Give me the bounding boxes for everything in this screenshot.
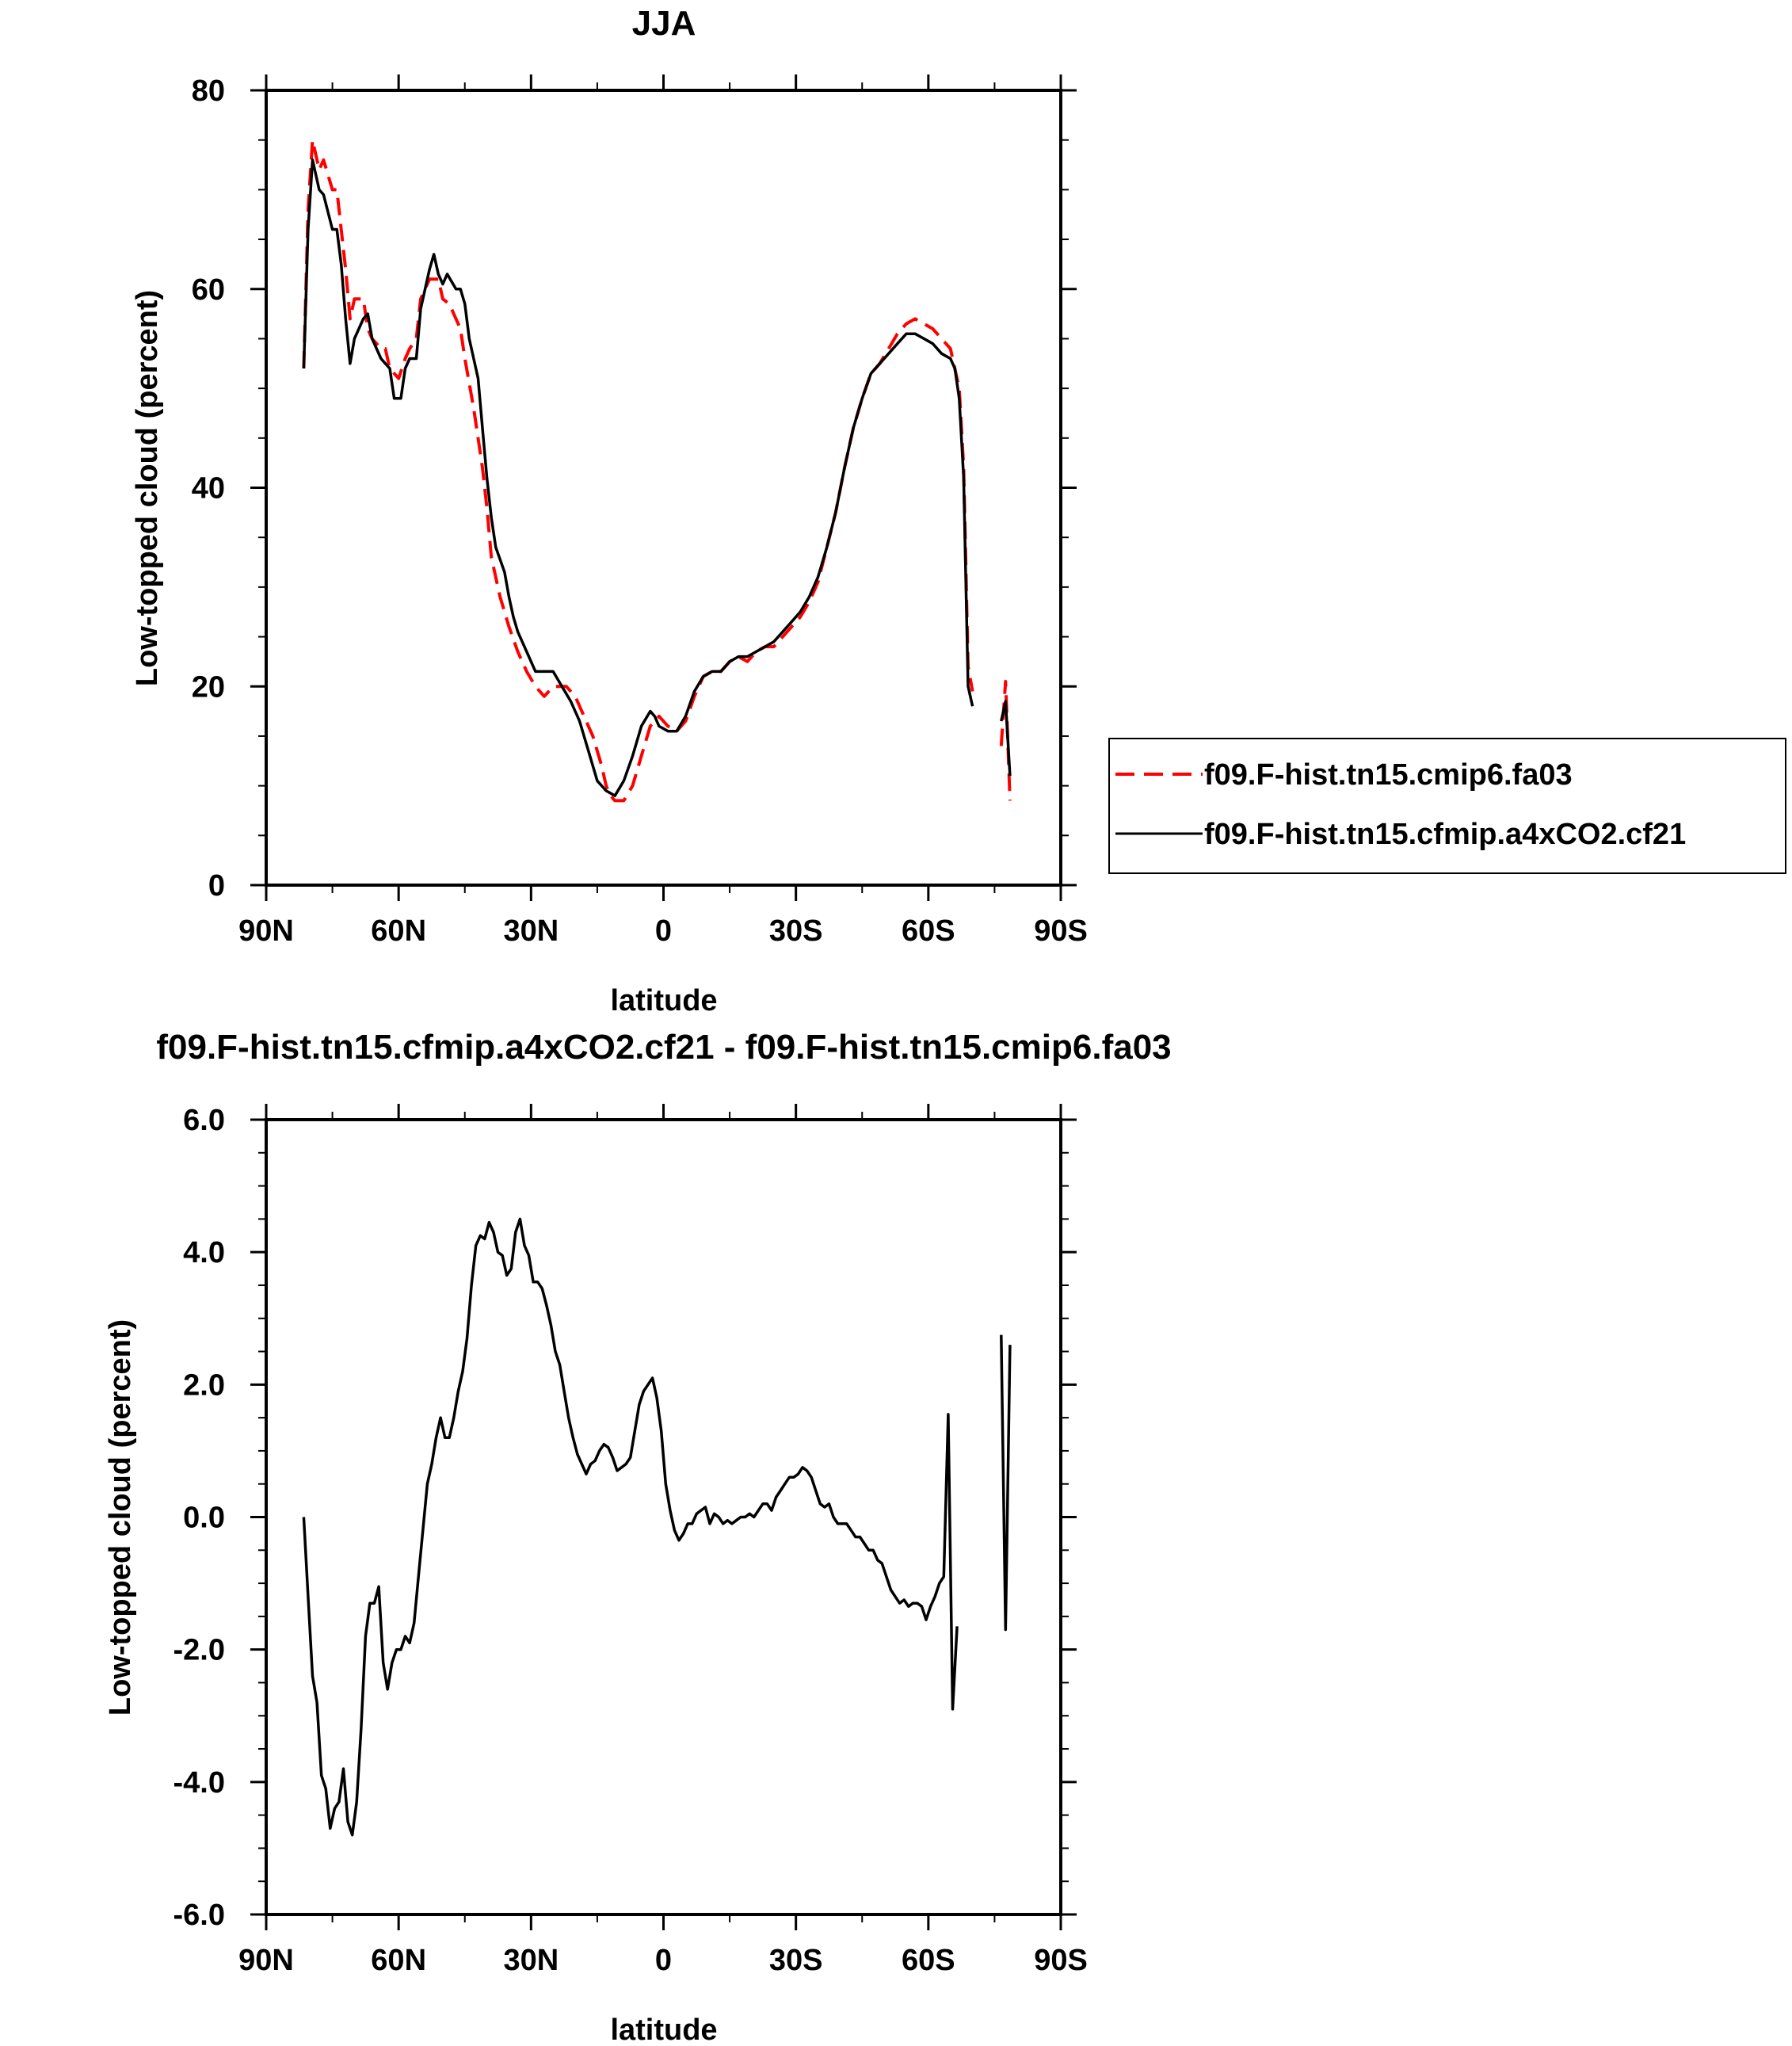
top-series-1-line-segment-1 [1000, 700, 1012, 777]
bottom-y-tick-label: -4.0 [173, 1766, 225, 1800]
top-series-1-line-segment-0 [302, 158, 974, 797]
top-y-tick-label: 60 [192, 273, 225, 307]
legend-label-series-1: f09.F-hist.tn15.cfmip.a4xCO2.cf21 [1204, 818, 1686, 851]
bottom-x-tick-label: 90N [238, 1944, 294, 1977]
top-series-0-line-segment-0 [302, 138, 974, 803]
bottom-series-0-line-segment-0 [302, 1217, 959, 1837]
bottom-x-axis-label: latitude [610, 2014, 717, 2046]
top-panel-lat-profile: JJA 90N 60N 30N 0 30S 60S 90S 0 20 40 60 80 latitud… [131, 4, 1088, 1017]
bottom-y-tick-label: -6.0 [173, 1899, 225, 1932]
top-x-tick-label: 60N [371, 914, 426, 948]
top-y-tick-label: 0 [208, 869, 225, 903]
top-y-tick-label: 20 [192, 670, 225, 704]
bottom-panel-difference: f09.F-hist.tn15.cfmip.a4xCO2.cf21 - f09.… [104, 1028, 1172, 2046]
top-plot-frame [265, 89, 1062, 887]
top-y-axis-label: Low-topped cloud (percent) [131, 290, 164, 686]
top-ticks-layer: 90N 60N 30N 0 30S 60S 90S 0 20 40 60 80 [192, 74, 1088, 948]
bottom-x-tick-label: 30N [503, 1944, 559, 1977]
bottom-y-tick-label: 2.0 [183, 1368, 225, 1402]
top-x-tick-label: 60S [902, 914, 955, 948]
top-x-tick-label: 90S [1034, 914, 1088, 948]
bottom-x-tick-label: 60S [902, 1944, 955, 1977]
top-series-layer [302, 138, 1012, 803]
bottom-y-tick-label: -2.0 [173, 1634, 225, 1667]
bottom-series-0-line-segment-1 [1000, 1334, 1012, 1632]
top-x-tick-label: 30N [503, 914, 559, 948]
top-x-axis-label: latitude [610, 984, 717, 1017]
bottom-chart-title: f09.F-hist.tn15.cfmip.a4xCO2.cf21 - f09.… [156, 1028, 1171, 1067]
bottom-x-tick-label: 60N [371, 1944, 426, 1977]
bottom-plot-frame [265, 1118, 1062, 1916]
top-chart-title: JJA [632, 4, 696, 43]
legend-box [1108, 738, 1786, 874]
bottom-ticks-layer: 90N 60N 30N 0 30S 60S 90S -6.0 -4.0 -2.0 0.0 2.0 4.0… [173, 1104, 1088, 1977]
bottom-y-tick-label: 0.0 [183, 1502, 225, 1535]
bottom-x-tick-label: 90S [1034, 1944, 1088, 1977]
top-y-tick-label: 40 [192, 472, 225, 506]
top-y-tick-label: 80 [192, 74, 225, 108]
legend: f09.F-hist.tn15.cmip6.fa03 f09.F-hist.tn… [1108, 738, 1786, 874]
top-x-tick-label: 0 [655, 914, 672, 948]
bottom-series-layer [302, 1217, 1012, 1837]
bottom-x-tick-label: 0 [655, 1944, 672, 1977]
bottom-x-tick-label: 30S [769, 1944, 823, 1977]
legend-label-series-0: f09.F-hist.tn15.cmip6.fa03 [1204, 758, 1573, 792]
top-x-tick-label: 90N [238, 914, 294, 948]
bottom-y-tick-label: 4.0 [183, 1236, 225, 1269]
bottom-y-axis-label: Low-topped cloud (percent) [104, 1319, 137, 1716]
bottom-y-tick-label: 6.0 [183, 1104, 225, 1137]
top-x-tick-label: 30S [769, 914, 823, 948]
